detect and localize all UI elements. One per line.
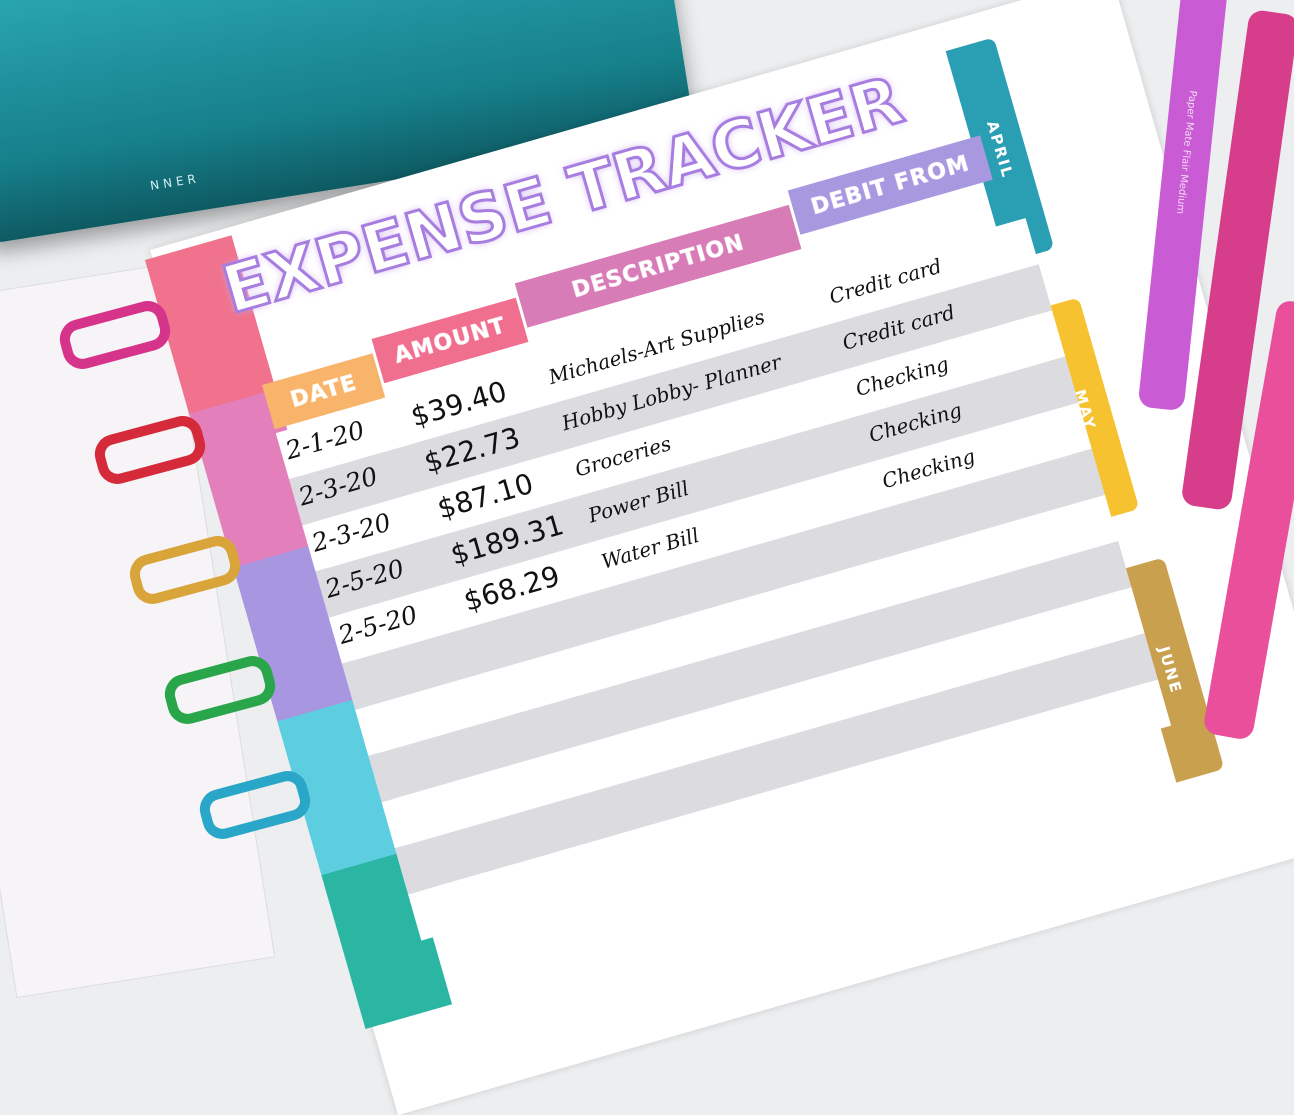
pen-label: Paper Mate Flair Medium	[1174, 89, 1198, 215]
